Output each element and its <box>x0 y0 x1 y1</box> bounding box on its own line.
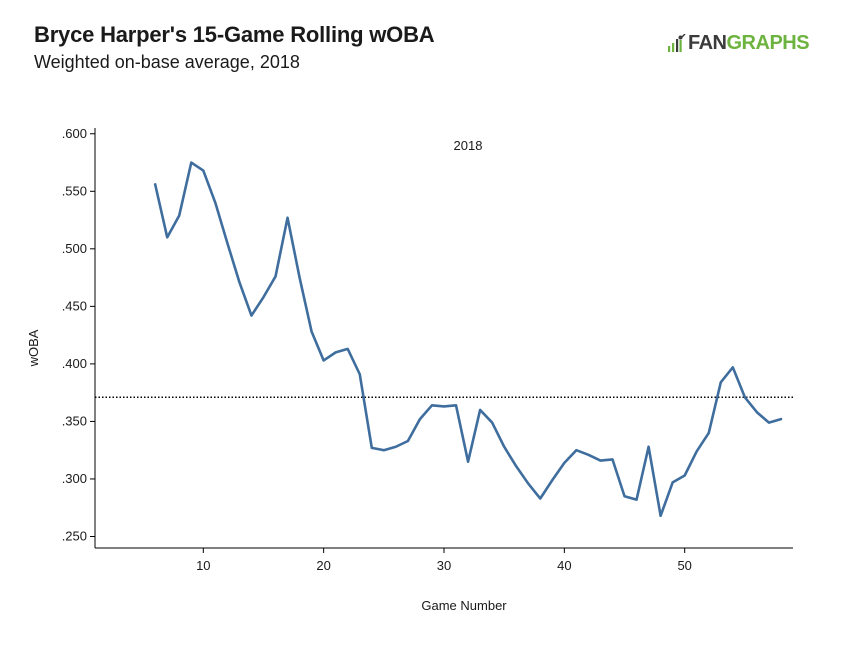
logo-text-graphs: GRAPHS <box>726 32 810 54</box>
y-tick-label: .300 <box>62 471 87 486</box>
chart-subtitle: Weighted on-base average, 2018 <box>34 52 300 72</box>
series-group <box>153 161 783 518</box>
x-tick-label: 10 <box>196 558 210 573</box>
y-tick-label: .400 <box>62 356 87 371</box>
x-tick-label: 50 <box>677 558 691 573</box>
woba-series-line <box>153 161 783 518</box>
y-tick-label: .500 <box>62 241 87 256</box>
y-tick-label: .600 <box>62 126 87 141</box>
x-tick-label: 30 <box>437 558 451 573</box>
fangraphs-logo: FAN GRAPHS <box>666 32 810 55</box>
x-tick-label: 20 <box>316 558 330 573</box>
axes: .250 .300 .350 .400 .450 .500 .550 .600 10 20 30 40… <box>62 126 793 573</box>
y-tick-label: .550 <box>62 183 87 198</box>
y-axis-title: wOBA <box>26 329 41 367</box>
chart-title: Bryce Harper's 15-Game Rolling wOBA <box>34 22 435 47</box>
y-tick-label: .450 <box>62 298 87 313</box>
y-tick-label: .350 <box>62 413 87 428</box>
year-annotation: 2018 <box>454 138 483 153</box>
y-tick-label: .250 <box>62 528 87 543</box>
batter-icon <box>668 33 686 52</box>
x-tick-label: 40 <box>557 558 571 573</box>
logo-text-fan: FAN <box>688 32 727 54</box>
x-axis-title: Game Number <box>421 598 507 613</box>
